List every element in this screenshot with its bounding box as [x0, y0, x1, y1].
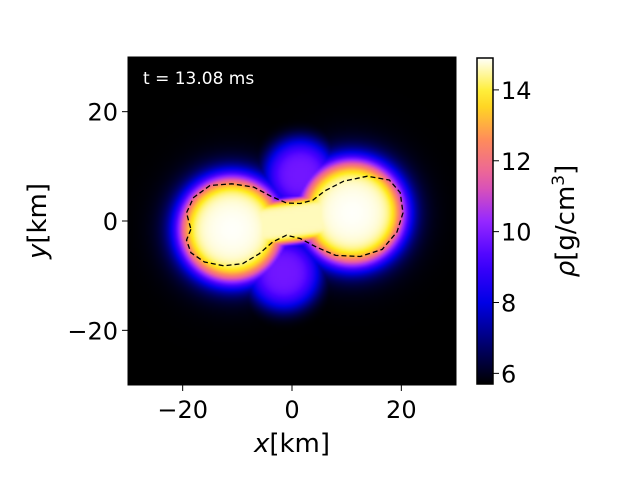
- colorbar-tick-label: 14: [501, 77, 532, 105]
- colorbar-frame: [476, 57, 494, 385]
- x-axis-label: x[km]: [253, 429, 330, 459]
- density-contour: [185, 175, 404, 267]
- y-axis-label: y[km]: [23, 183, 53, 260]
- x-axis: −20 0 20: [157, 385, 417, 424]
- x-tick-label: 20: [386, 396, 417, 424]
- x-tick-label: 0: [284, 396, 299, 424]
- colorbar-tick-label: 10: [501, 219, 532, 247]
- y-tick-label: 0: [103, 208, 118, 236]
- colorbar-gradient: [477, 58, 493, 384]
- colorbar-unit-exponent: 3: [549, 175, 569, 186]
- colorbar-tick-label: 8: [501, 290, 516, 318]
- x-axis-variable: x: [253, 429, 270, 459]
- y-axis: −20 0 20: [67, 99, 128, 345]
- colorbar-label: ρ[g/cm3]: [549, 165, 581, 278]
- y-axis-unit: [km]: [23, 183, 53, 244]
- x-axis-unit: [km]: [269, 429, 330, 459]
- colorbar: 6 8 10 12 14 ρ[g/cm3]: [476, 57, 581, 388]
- time-annotation: t = 13.08 ms: [143, 69, 254, 89]
- y-tick-label: 20: [87, 99, 118, 127]
- colorbar-variable: ρ: [551, 260, 581, 277]
- colorbar-ticks: 6 8 10 12 14: [493, 77, 532, 388]
- colorbar-unit: [g/cm: [551, 186, 581, 261]
- y-axis-variable: y: [23, 243, 53, 260]
- colorbar-tick-label: 12: [501, 148, 532, 176]
- colorbar-unit-close: ]: [551, 165, 581, 175]
- x-tick-label: −20: [157, 396, 208, 424]
- density-heatmap: [128, 57, 456, 385]
- y-tick-label: −20: [67, 317, 118, 345]
- colorbar-tick-label: 6: [501, 360, 516, 388]
- density-panel: t = 13.08 ms: [127, 56, 457, 386]
